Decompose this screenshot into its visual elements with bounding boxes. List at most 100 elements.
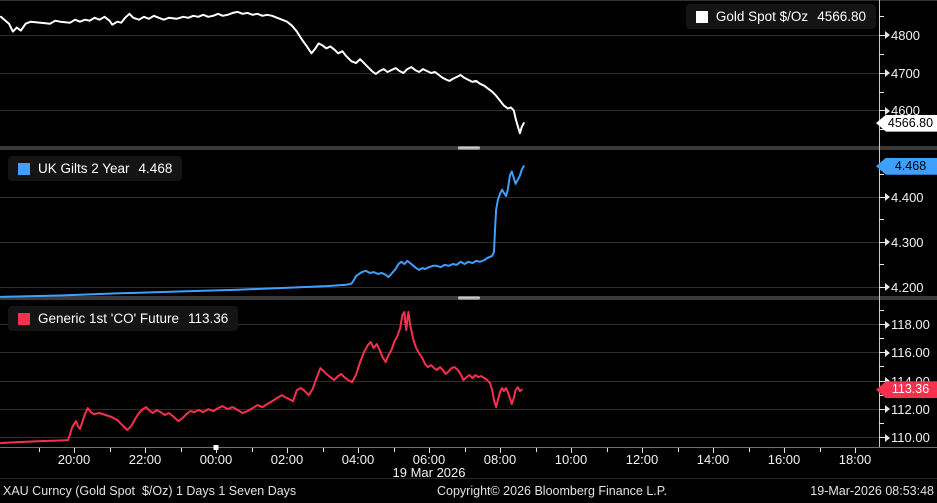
x-axis-label: 14:00: [696, 452, 730, 467]
x-axis-tick: [784, 448, 785, 453]
y-tick-line: [879, 437, 885, 439]
y-tick-line: [879, 324, 885, 326]
x-axis-label: 04:00: [341, 452, 375, 467]
x-axis-label: 12:00: [625, 452, 659, 467]
y-axis-minor-tick: [879, 310, 884, 311]
x-axis-tick: [145, 448, 146, 453]
legend-gilts-label: UK Gilts 2 Year: [38, 161, 130, 176]
uk-gilts-2yr-plot-area[interactable]: [0, 150, 879, 298]
y-tick-line: [879, 408, 885, 410]
y-axis-label: 4800: [891, 27, 920, 43]
y-axis-tick: 116.00: [879, 344, 930, 361]
legend-co1-future[interactable]: Generic 1st 'CO' Future 113.36: [8, 306, 239, 331]
x-axis-minor-tick: [394, 448, 395, 452]
status-bar: XAU Curncy (Gold Spot $/Oz) 1 Days 1 Sev…: [0, 478, 937, 503]
y-axis-tick: 4.400: [879, 189, 924, 206]
legend-gold-label: Gold Spot $/Oz: [715, 9, 809, 24]
x-axis-tick: [216, 448, 217, 453]
generic-co1-future-plot-area[interactable]: [0, 300, 879, 447]
panel-resize-handle[interactable]: [458, 296, 480, 300]
y-axis-minor-tick: [879, 54, 884, 55]
y-tick-arrow-icon: [885, 348, 890, 357]
legend-gold-spot[interactable]: Gold Spot $/Oz 4566.80: [685, 4, 876, 29]
y-tick-arrow-icon: [885, 106, 890, 115]
y-tick-arrow-icon: [885, 31, 890, 40]
x-axis-label: 10:00: [554, 452, 588, 467]
x-axis-line: [0, 447, 937, 448]
midnight-marker-icon: [213, 445, 219, 450]
x-axis-label: 18:00: [838, 452, 872, 467]
window-top-border: [0, 0, 937, 1]
oil-last-price-tag: 113.36: [876, 381, 937, 399]
x-axis-minor-tick: [820, 448, 821, 452]
x-axis-minor-tick: [323, 448, 324, 452]
y-tick-line: [879, 286, 885, 288]
x-axis-tick: [287, 448, 288, 453]
status-timestamp: 19-Mar-2026 08:53:48: [810, 484, 934, 498]
y-tick-line: [879, 380, 885, 382]
y-tick-arrow-icon: [885, 283, 890, 292]
x-axis-minor-tick: [181, 448, 182, 452]
x-axis-tick: [713, 448, 714, 453]
status-security-description: XAU Curncy (Gold Spot $/Oz) 1 Days 1 Sev…: [3, 484, 297, 498]
y-axis-minor-tick: [879, 395, 884, 396]
y-axis-label: 4.400: [891, 189, 924, 205]
x-axis-tick: [642, 448, 643, 453]
y-axis-minor-tick: [879, 16, 884, 17]
y-axis-minor-tick: [879, 92, 884, 93]
x-axis-tick: [74, 448, 75, 453]
gold-spot-series-line: [0, 10, 525, 135]
x-axis-label: 00:00: [199, 452, 233, 467]
y-axis-label: 110.00: [891, 430, 930, 446]
legend-uk-gilts[interactable]: UK Gilts 2 Year 4.468: [8, 156, 183, 181]
x-axis-label: 20:00: [57, 452, 91, 467]
x-axis-minor-tick: [39, 448, 40, 452]
gold-last-price-tag: 4566.80: [876, 114, 937, 132]
y-tick-arrow-icon: [885, 238, 890, 247]
x-axis-label: 08:00: [483, 452, 517, 467]
legend-co1-label: Generic 1st 'CO' Future: [38, 311, 179, 326]
y-axis-minor-tick: [879, 129, 884, 130]
x-axis-tick: [358, 448, 359, 453]
y-tick-arrow-icon: [885, 193, 890, 202]
y-axis-tick: 4800: [879, 27, 920, 44]
panel-separator: [0, 146, 937, 150]
y-tick-line: [879, 352, 885, 354]
x-axis-tick: [571, 448, 572, 453]
x-axis-minor-tick: [110, 448, 111, 452]
y-axis-spine: [879, 0, 880, 448]
gold-spot-plot-area[interactable]: [0, 2, 879, 146]
x-axis-tick: [429, 448, 430, 453]
x-axis-label: 02:00: [270, 452, 304, 467]
y-tick-line: [879, 241, 885, 243]
legend-co1-value: 113.36: [187, 311, 229, 326]
panel-separator: [0, 296, 937, 300]
y-axis-tick: 112.00: [879, 401, 930, 418]
y-axis-tick: 4700: [879, 65, 920, 82]
gilts-series-swatch-icon: [18, 162, 30, 175]
legend-gilts-value: 4.468: [138, 161, 173, 176]
x-axis-tick: [500, 448, 501, 453]
y-tick-arrow-icon: [885, 377, 890, 386]
y-tick-line: [879, 72, 885, 74]
y-tick-arrow-icon: [885, 320, 890, 329]
x-axis-minor-tick: [465, 448, 466, 452]
x-axis-minor-tick: [749, 448, 750, 452]
y-axis-label: 4.200: [891, 279, 924, 295]
x-axis-minor-tick: [536, 448, 537, 452]
y-axis-tick: 118.00: [879, 316, 930, 333]
y-axis-label: 4.300: [891, 234, 924, 250]
y-axis-minor-tick: [879, 264, 884, 265]
y-tick-line: [879, 196, 885, 198]
y-axis-tick: 110.00: [879, 429, 930, 446]
y-tick-arrow-icon: [885, 69, 890, 78]
y-tick-arrow-icon: [885, 433, 890, 442]
legend-gold-value: 4566.80: [817, 9, 866, 24]
panel-resize-handle[interactable]: [458, 146, 480, 150]
gold-series-swatch-icon: [695, 10, 708, 23]
x-axis-label: 22:00: [128, 452, 162, 467]
x-axis-minor-tick: [678, 448, 679, 452]
x-axis-label: 06:00: [412, 452, 446, 467]
y-tick-arrow-icon: [885, 405, 890, 414]
